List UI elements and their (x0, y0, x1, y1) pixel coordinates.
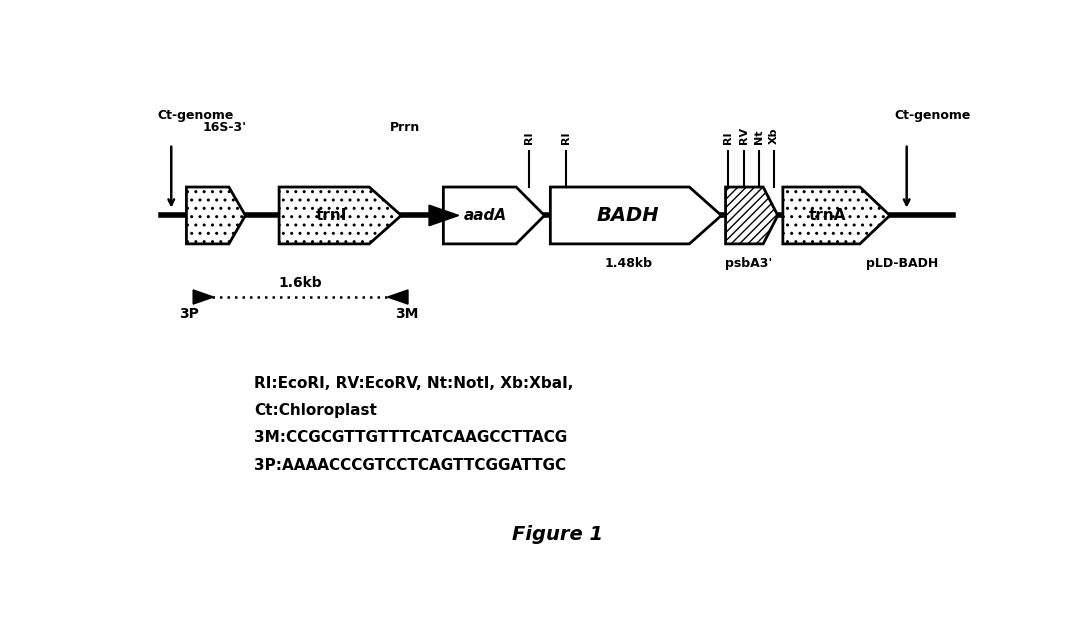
Text: trnI: trnI (316, 208, 348, 223)
Text: Nt: Nt (754, 129, 764, 144)
Text: 1.48kb: 1.48kb (604, 257, 652, 270)
Polygon shape (783, 187, 890, 244)
Text: Figure 1: Figure 1 (512, 525, 602, 544)
Text: BADH: BADH (596, 206, 659, 225)
Polygon shape (388, 290, 408, 304)
Text: 3M: 3M (396, 307, 418, 321)
Text: Ct-genome: Ct-genome (157, 108, 234, 121)
Text: 3P:AAAACCCGTCCTCAGTTCGGATTGC: 3P:AAAACCCGTCCTCAGTTCGGATTGC (254, 458, 566, 473)
Text: RV: RV (739, 126, 749, 144)
Text: Ct:Chloroplast: Ct:Chloroplast (254, 403, 377, 419)
Text: trnA: trnA (809, 208, 847, 223)
Polygon shape (187, 187, 246, 244)
Text: RI: RI (524, 131, 535, 144)
Text: Prrn: Prrn (390, 121, 421, 134)
Text: pLD-BADH: pLD-BADH (866, 257, 938, 270)
Polygon shape (550, 187, 722, 244)
Polygon shape (443, 187, 545, 244)
Text: psbA3': psbA3' (725, 257, 773, 270)
Text: 1.6kb: 1.6kb (278, 275, 322, 290)
Text: RI: RI (561, 131, 571, 144)
Text: 16S-3': 16S-3' (202, 121, 247, 134)
Text: RI:EcoRI, RV:EcoRV, Nt:NotI, Xb:XbaI,: RI:EcoRI, RV:EcoRV, Nt:NotI, Xb:XbaI, (254, 376, 573, 391)
Text: 3M:CCGCGTTGTTTCATCAAGCCTTACG: 3M:CCGCGTTGTTTCATCAAGCCTTACG (254, 431, 567, 446)
Polygon shape (279, 187, 401, 244)
Polygon shape (429, 205, 459, 226)
Polygon shape (193, 290, 213, 304)
Text: Ct-genome: Ct-genome (895, 108, 971, 121)
Polygon shape (726, 187, 778, 244)
Text: RI: RI (723, 131, 733, 144)
Text: 3P: 3P (179, 307, 199, 321)
Text: Xb: Xb (769, 127, 778, 144)
Text: aadA: aadA (464, 208, 507, 223)
